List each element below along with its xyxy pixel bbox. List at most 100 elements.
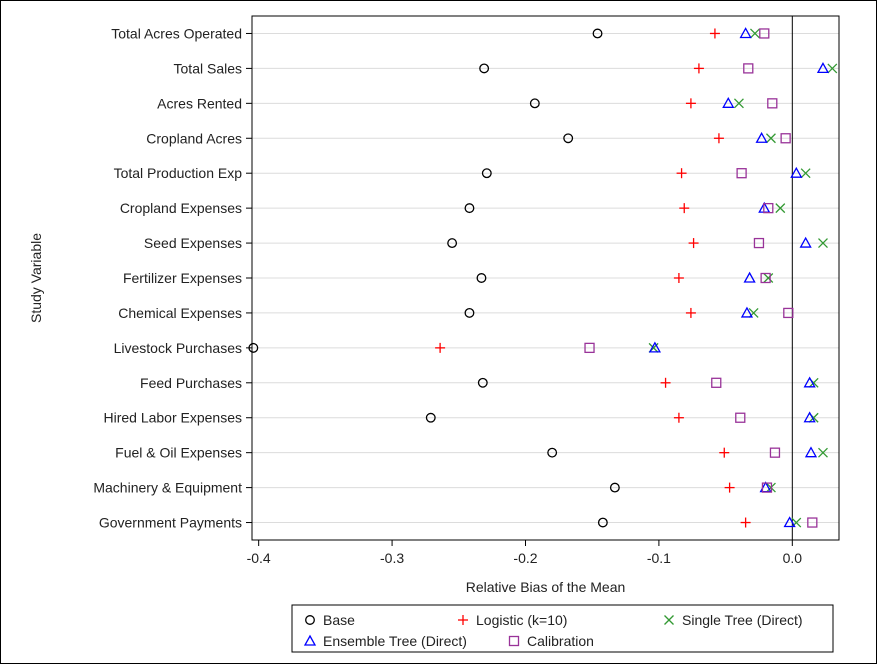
y-tick-label: Chemical Expenses	[118, 305, 242, 321]
point-logistic-k-10	[676, 168, 687, 179]
y-tick-label: Fertilizer Expenses	[123, 270, 242, 286]
point-calibration	[735, 412, 746, 423]
point-calibration	[736, 168, 747, 179]
data-marks	[248, 27, 838, 528]
point-base	[592, 28, 603, 39]
legend-marker	[458, 615, 468, 625]
point-base	[609, 482, 620, 493]
point-ensemble-tree-direct	[803, 376, 816, 388]
point-ensemble-tree-direct	[799, 236, 812, 248]
x-tick-label: -0.1	[647, 550, 671, 566]
legend-label: Single Tree (Direct)	[682, 612, 803, 628]
y-axis-title: Study Variable	[28, 233, 44, 323]
x-tick-label: -0.3	[380, 550, 404, 566]
point-base	[464, 203, 475, 214]
point-ensemble-tree-direct	[743, 271, 756, 283]
point-logistic-k-10	[673, 273, 684, 283]
point-base	[529, 98, 540, 109]
y-tick-label: Total Acres Operated	[111, 25, 242, 41]
point-calibration	[783, 307, 794, 319]
legend: Base Logistic (k=10) Single Tree (Direct) E…	[291, 604, 834, 653]
y-tick-label: Fuel & Oil Expenses	[115, 445, 242, 461]
point-logistic-k-10	[688, 238, 699, 249]
point-logistic-k-10	[685, 307, 696, 318]
point-logistic-k-10	[685, 98, 696, 109]
y-tick-label: Seed Expenses	[144, 235, 242, 251]
point-ensemble-tree-direct	[803, 411, 816, 423]
point-calibration	[767, 98, 778, 109]
point-ensemble-tree-direct	[804, 446, 818, 458]
point-logistic-k-10	[713, 133, 724, 144]
legend-label: Calibration	[527, 633, 594, 649]
point-base	[248, 342, 259, 353]
point-calibration	[584, 342, 595, 354]
point-logistic-k-10	[740, 517, 751, 528]
point-single-tree-direct	[748, 307, 759, 318]
point-calibration	[711, 377, 722, 388]
point-calibration	[780, 133, 791, 144]
point-ensemble-tree-direct	[648, 341, 662, 353]
legend-label: Ensemble Tree (Direct)	[323, 633, 467, 649]
point-single-tree-direct	[749, 28, 760, 39]
x-axis-title: Relative Bias of the Mean	[466, 579, 626, 595]
legend-marker	[303, 634, 317, 646]
point-logistic-k-10	[719, 447, 730, 458]
y-tick-label: Cropland Expenses	[120, 200, 242, 216]
legend-marker	[508, 635, 520, 647]
point-single-tree-direct	[775, 203, 786, 214]
y-tick-label: Acres Rented	[157, 95, 242, 111]
point-base	[563, 133, 574, 144]
point-calibration	[763, 202, 774, 214]
point-base	[547, 447, 558, 458]
point-single-tree-direct	[791, 517, 802, 528]
point-base	[476, 273, 487, 283]
x-tick-label: -0.2	[513, 550, 537, 566]
point-single-tree-direct	[827, 63, 838, 74]
y-tick-label: Feed Purchases	[140, 375, 242, 391]
point-ensemble-tree-direct	[739, 27, 752, 39]
legend-label: Logistic (k=10)	[476, 612, 567, 628]
point-base	[425, 412, 436, 423]
legend-marker	[664, 615, 674, 625]
x-tick-label: 0.0	[783, 550, 803, 566]
x-tick-label: -0.4	[247, 550, 271, 566]
point-calibration	[761, 482, 773, 493]
point-calibration	[759, 28, 770, 39]
point-logistic-k-10	[660, 377, 671, 388]
point-logistic-k-10	[693, 63, 704, 74]
point-ensemble-tree-direct	[783, 516, 796, 528]
point-single-tree-direct	[800, 168, 811, 179]
point-base	[464, 307, 475, 318]
y-tick-label: Hired Labor Expenses	[103, 410, 242, 426]
legend-box	[291, 604, 834, 653]
y-tick-label: Machinery & Equipment	[93, 480, 242, 496]
point-ensemble-tree-direct	[816, 62, 830, 74]
point-single-tree-direct	[818, 447, 828, 458]
y-axis: Total Acres Operated Total Sales Acres Ren…	[93, 25, 252, 531]
point-calibration	[760, 272, 771, 284]
point-calibration	[769, 447, 781, 458]
point-single-tree-direct	[763, 273, 774, 283]
point-base	[447, 238, 458, 249]
legend-marker	[305, 615, 315, 625]
y-tick-label: Government Payments	[99, 515, 242, 531]
point-logistic-k-10	[673, 412, 684, 423]
point-logistic-k-10	[724, 482, 735, 493]
point-single-tree-direct	[733, 98, 744, 109]
y-tick-label: Total Production Exp	[114, 165, 243, 181]
gridlines	[252, 32, 839, 524]
point-logistic-k-10	[709, 28, 720, 39]
point-single-tree-direct	[766, 133, 776, 144]
point-calibration	[807, 517, 818, 528]
point-calibration	[743, 63, 754, 74]
point-ensemble-tree-direct	[740, 306, 754, 318]
y-tick-label: Total Sales	[174, 60, 242, 76]
point-logistic-k-10	[435, 342, 446, 353]
point-base	[597, 517, 608, 528]
y-tick-label: Livestock Purchases	[114, 340, 242, 356]
point-base	[477, 377, 488, 388]
point-ensemble-tree-direct	[722, 96, 735, 108]
point-logistic-k-10	[679, 203, 690, 214]
